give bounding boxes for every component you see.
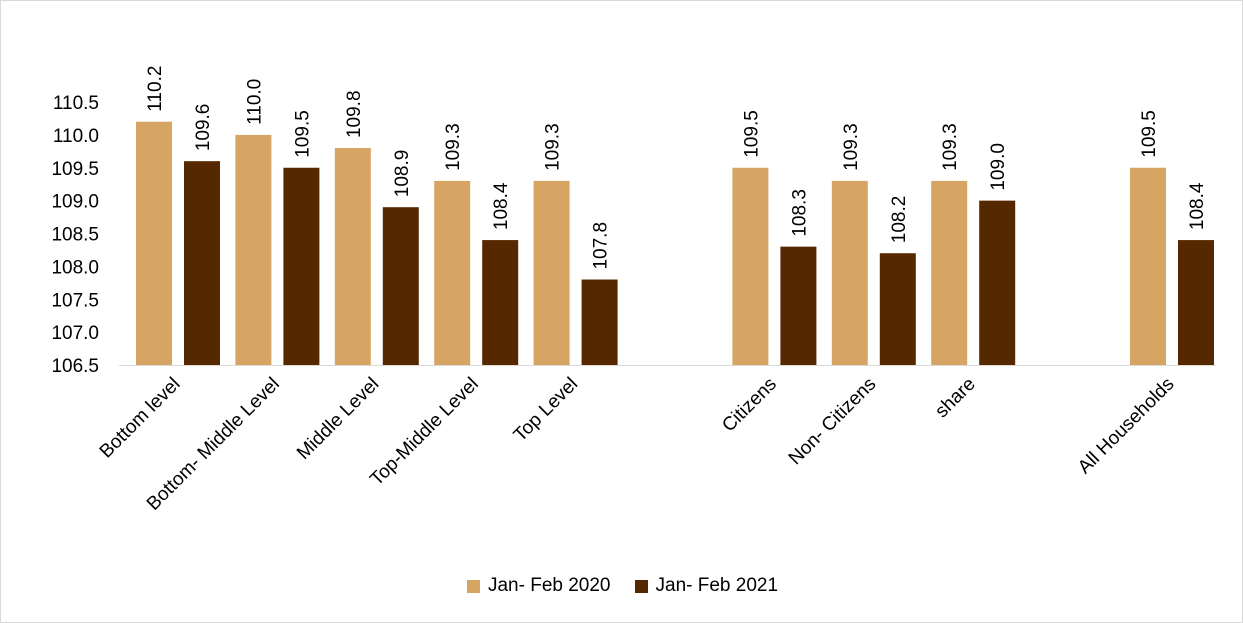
y-tick-label: 107.5 bbox=[51, 290, 99, 311]
y-tick-label: 106.5 bbox=[51, 356, 99, 377]
data-label: 109.3 bbox=[940, 123, 961, 171]
data-label: 110.0 bbox=[244, 79, 265, 125]
bar-2021 bbox=[780, 246, 817, 365]
bar-2021 bbox=[979, 200, 1016, 365]
category-label: Top Level bbox=[510, 374, 582, 446]
bar-chart: 106.5 107.0 107.5 108.0 108.5 109.0 109.5 110.0… bbox=[51, 66, 1216, 515]
legend-label-2021: Jan- Feb 2021 bbox=[655, 575, 779, 596]
legend-swatch-2020 bbox=[466, 579, 480, 593]
bar-2021 bbox=[283, 167, 320, 365]
data-label: 109.8 bbox=[344, 90, 365, 138]
category-label: All Households bbox=[1074, 374, 1178, 478]
bar-2020 bbox=[732, 167, 769, 365]
category-label: share bbox=[931, 374, 979, 422]
y-tick-label: 109.0 bbox=[51, 192, 99, 213]
legend: Jan- Feb 2020 Jan- Feb 2021 bbox=[1, 571, 1243, 601]
y-tick-label: 110.5 bbox=[53, 93, 99, 114]
data-label: 108.4 bbox=[1187, 182, 1208, 230]
data-label: 109.0 bbox=[988, 143, 1009, 191]
data-label: 108.2 bbox=[889, 196, 910, 244]
bar-2021 bbox=[184, 161, 220, 365]
data-label: 110.2 bbox=[145, 66, 166, 112]
category-label: Bottom level bbox=[96, 374, 185, 463]
bar-2021 bbox=[581, 279, 618, 365]
data-label: 108.9 bbox=[392, 150, 413, 198]
category-label: Middle Level bbox=[293, 374, 383, 464]
bar-2021 bbox=[1178, 240, 1214, 365]
data-label: 108.3 bbox=[789, 189, 810, 237]
bar-2021 bbox=[382, 207, 419, 365]
bar-2020 bbox=[334, 148, 371, 365]
data-label: 109.6 bbox=[193, 104, 214, 152]
data-label: 109.3 bbox=[443, 123, 464, 171]
category-label: Top-Middle Level bbox=[366, 374, 482, 490]
data-label: 109.5 bbox=[741, 110, 762, 158]
legend-item-2021: Jan- Feb 2021 bbox=[634, 575, 779, 597]
data-label: 109.5 bbox=[1139, 110, 1160, 158]
data-label: 108.4 bbox=[491, 182, 512, 230]
legend-label-2020: Jan- Feb 2020 bbox=[487, 575, 611, 596]
bar-2021 bbox=[879, 253, 916, 365]
bar-2020 bbox=[831, 180, 868, 365]
data-label: 109.3 bbox=[543, 123, 564, 171]
y-tick-label: 109.5 bbox=[51, 159, 99, 180]
y-tick-label: 110.0 bbox=[53, 126, 99, 147]
legend-swatch-2021 bbox=[634, 579, 648, 593]
bar-2020 bbox=[1130, 167, 1166, 365]
data-label: 109.3 bbox=[841, 123, 862, 171]
category-label: Non- Citizens bbox=[785, 374, 880, 469]
data-label: 107.8 bbox=[591, 222, 612, 270]
bar-2020 bbox=[136, 121, 172, 365]
bar-2020 bbox=[235, 134, 272, 365]
y-tick-label: 108.5 bbox=[51, 225, 99, 246]
bar-2020 bbox=[533, 180, 570, 365]
data-label: 109.5 bbox=[292, 110, 313, 158]
bar-2021 bbox=[482, 240, 519, 365]
bar-2020 bbox=[931, 180, 968, 365]
y-tick-label: 108.0 bbox=[51, 257, 99, 278]
y-tick-label: 107.0 bbox=[51, 323, 99, 344]
bar-2020 bbox=[434, 180, 471, 365]
legend-item-2020: Jan- Feb 2020 bbox=[466, 575, 611, 597]
category-label: Citizens bbox=[718, 374, 781, 437]
